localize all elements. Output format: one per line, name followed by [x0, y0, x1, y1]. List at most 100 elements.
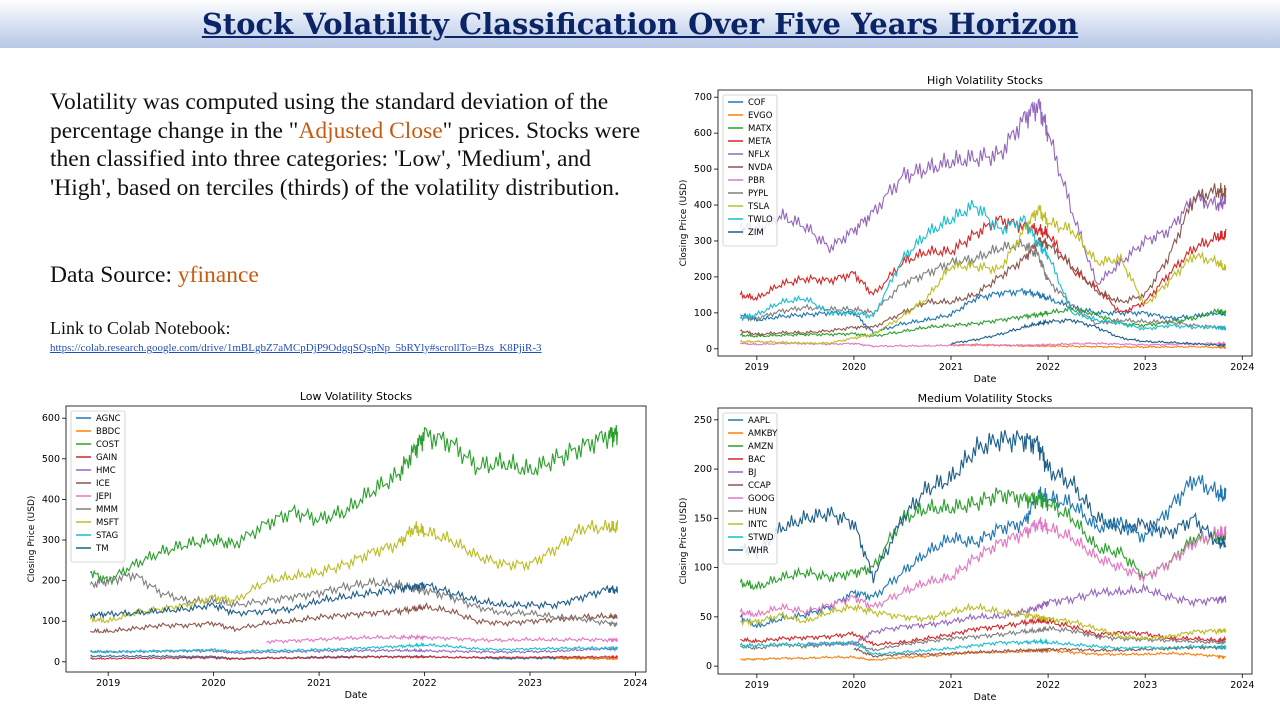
plot-frame: [65, 405, 647, 673]
y-tick-label: 0: [54, 657, 60, 668]
legend-label-bac: BAC: [748, 455, 765, 465]
description-part2: " prices. Stocks were then classified in…: [50, 117, 641, 201]
x-tick-label: 2020: [842, 680, 866, 691]
description-part1: Volatility was computed using the standa…: [50, 89, 609, 144]
legend-label-tm: TM: [95, 544, 109, 554]
x-tick-label: 2022: [1036, 362, 1060, 373]
legend-label-whr: WHR: [748, 546, 769, 556]
legend-label-jepi: JEPI: [95, 492, 112, 502]
x-tick-label: 2024: [623, 678, 647, 689]
legend-label-hun: HUN: [748, 507, 767, 517]
y-tick-label: 0: [706, 344, 712, 355]
x-axis-label: Date: [345, 690, 368, 701]
legend-label-goog: GOOG: [748, 494, 775, 504]
adjusted-close-highlight: Adjusted Close: [298, 117, 443, 144]
data-source-label: Data Source:: [50, 262, 178, 288]
series-line-cost: [89, 424, 619, 586]
y-tick-label: 0: [706, 661, 712, 672]
series-line-mmm: [89, 571, 618, 627]
high-volatility-chart: High Volatility Stocks 2019 2020 2021 2022 20…: [679, 74, 1254, 385]
y-tick-label: 250: [694, 415, 712, 426]
series-line-nvda: [740, 182, 1227, 337]
legend-label-evgo: EVGO: [748, 111, 773, 121]
x-tick-label: 2021: [939, 680, 963, 691]
x-tick-label: 2020: [842, 362, 866, 373]
y-tick-label: 400: [694, 200, 712, 211]
series-line-twlo: [739, 199, 1227, 332]
legend-label-bbdc: BBDC: [96, 427, 120, 437]
legend-label-amkby: AMKBY: [748, 429, 778, 439]
series-line-stwd: [739, 637, 1227, 656]
series-line-goog: [739, 516, 1227, 618]
x-tick-label: 2024: [1230, 680, 1254, 691]
series-group: [739, 429, 1227, 662]
series-line-gain: [89, 654, 618, 661]
title-bar: [0, 0, 1280, 48]
legend-label-pypl: PYPL: [748, 189, 768, 199]
y-tick-label: 400: [42, 494, 60, 505]
legend-label-matx: MATX: [748, 124, 772, 134]
legend-label-nvda: NVDA: [748, 163, 773, 173]
low-volatility-chart: Low Volatility Stocks 2019 2020 2021 2022 202…: [27, 390, 648, 701]
colab-link[interactable]: https://colab.research.google.com/drive/…: [50, 342, 542, 354]
series-line-amkby: [740, 647, 1227, 662]
data-source: Data Source: yfinance: [50, 262, 259, 289]
legend-label-stwd: STWD: [748, 533, 774, 543]
x-axis-label: Date: [974, 692, 997, 703]
series-group: [739, 98, 1227, 350]
legend-label-meta: META: [748, 137, 771, 147]
y-tick-label: 50: [700, 612, 712, 623]
y-tick-label: 100: [694, 308, 712, 319]
y-axis-label: Closing Price (USD): [27, 496, 37, 583]
legend-label-pbr: PBR: [748, 176, 765, 186]
x-tick-label: 2019: [745, 680, 769, 691]
plot-frame: [717, 407, 1253, 675]
legend-box: [722, 412, 778, 565]
legend-label-nflx: NFLX: [748, 150, 770, 160]
series-line-matx: [739, 305, 1227, 338]
x-tick-label: 2021: [307, 678, 331, 689]
x-axis-label: Date: [974, 374, 997, 385]
series-line-nflx: [739, 98, 1227, 285]
y-tick-label: 150: [694, 513, 712, 524]
y-tick-label: 700: [694, 92, 712, 103]
series-group: [89, 424, 619, 661]
x-tick-label: 2023: [1133, 362, 1157, 373]
legend-label-stag: STAG: [96, 531, 118, 541]
legend-label-agnc: AGNC: [96, 414, 121, 424]
series-line-bbdc: [556, 656, 618, 661]
series-line-zim: [950, 317, 1226, 348]
legend: COF EVGO MATX META NFLX NVDA PBR PYPL TSLA TWLO ZI…: [722, 94, 778, 247]
legend-label-ccap: CCAP: [748, 481, 771, 491]
legend-label-gain: GAIN: [96, 453, 117, 463]
x-tick-label: 2021: [939, 362, 963, 373]
x-tick-label: 2023: [518, 678, 542, 689]
series-line-whr: [740, 429, 1227, 584]
colab-label: Link to Colab Notebook:: [50, 318, 231, 338]
legend-label-bj: BJ: [748, 468, 756, 478]
legend-label-cof: COF: [748, 98, 766, 108]
y-tick-label: 500: [42, 454, 60, 465]
x-tick-label: 2019: [745, 362, 769, 373]
legend: AAPL AMKBY AMZN BAC BJ CCAP GOOG HUN INTC STWD WHR: [722, 412, 778, 565]
series-line-tm: [89, 581, 619, 621]
y-axis-label: Closing Price (USD): [679, 498, 689, 585]
y-tick-label: 600: [42, 413, 60, 424]
legend-label-cost: COST: [96, 440, 120, 450]
y-axis-label: Closing Price (USD): [679, 180, 689, 267]
legend-label-ice: ICE: [96, 479, 110, 489]
series-line-jepi: [266, 633, 619, 645]
legend-label-twlo: TWLO: [747, 215, 773, 225]
series-line-ccap: [853, 644, 1227, 659]
y-tick-label: 200: [694, 464, 712, 475]
series-line-meta: [739, 215, 1227, 314]
legend-label-amzn: AMZN: [748, 442, 773, 452]
chart-title: Medium Volatility Stocks: [918, 392, 1053, 405]
series-line-cof: [739, 287, 1227, 336]
y-tick-label: 300: [694, 236, 712, 247]
series-line-intc: [739, 602, 1227, 641]
description-text: Volatility was computed using the standa…: [50, 88, 650, 202]
legend-label-tsla: TSLA: [747, 202, 770, 212]
legend-label-aapl: AAPL: [748, 416, 770, 426]
series-line-bac: [740, 617, 1227, 647]
